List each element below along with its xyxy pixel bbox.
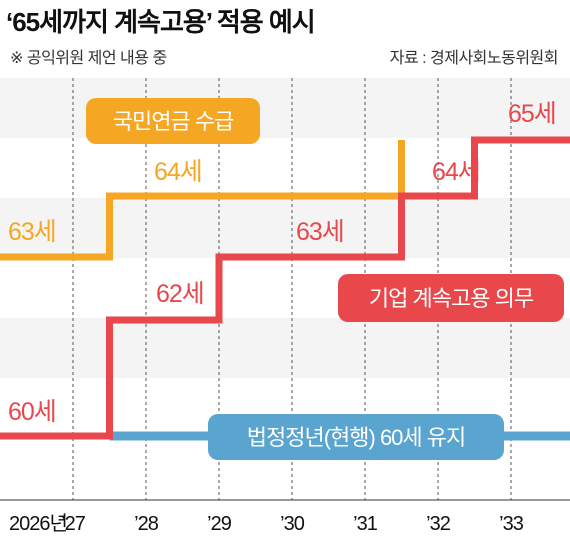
pension-name-label: 국민연금 수급 [113, 109, 234, 134]
legal-retirement-name-box [208, 414, 504, 460]
legal-retirement-name-label: 법정정년(현행) 60세 유지 [247, 425, 466, 450]
employment-name-box [338, 274, 564, 322]
employment-name-label: 기업 계속고용 의무 [369, 286, 534, 311]
pension-label-64: 64세 [154, 158, 202, 186]
chart-note: ※ 공익위원 제언 내용 중 [10, 50, 167, 67]
background-band-1 [0, 198, 570, 258]
x-tick-label-6: ’32 [426, 513, 451, 535]
pension-label-63: 63세 [8, 218, 56, 246]
x-tick-label-7: ’33 [499, 513, 524, 535]
employment-label-63: 63세 [296, 218, 344, 246]
employment-label-65: 65세 [508, 100, 556, 128]
series-line-pension [0, 140, 405, 261]
background-band-0 [0, 78, 570, 138]
x-tick-label-0: 2026년 [9, 512, 67, 535]
employment-label-62: 62세 [156, 280, 204, 308]
x-tick-label-5: ’31 [353, 513, 378, 535]
chart-source: 자료 : 경제사회노동위원회 [389, 50, 559, 67]
employment-label-64: 64세 [432, 158, 480, 186]
x-tick-label-2: ’28 [134, 513, 159, 535]
series-line-employment [0, 136, 570, 440]
pension-name-box [86, 98, 260, 144]
background-band-2 [0, 318, 570, 378]
x-tick-label-3: ’29 [207, 513, 232, 535]
employment-label-60: 60세 [8, 398, 56, 426]
chart-title: ‘65세까지 계속고용’ 적용 예시 [6, 7, 316, 37]
x-tick-label-4: ’30 [280, 513, 305, 535]
x-tick-label-1: ’27 [61, 513, 86, 535]
